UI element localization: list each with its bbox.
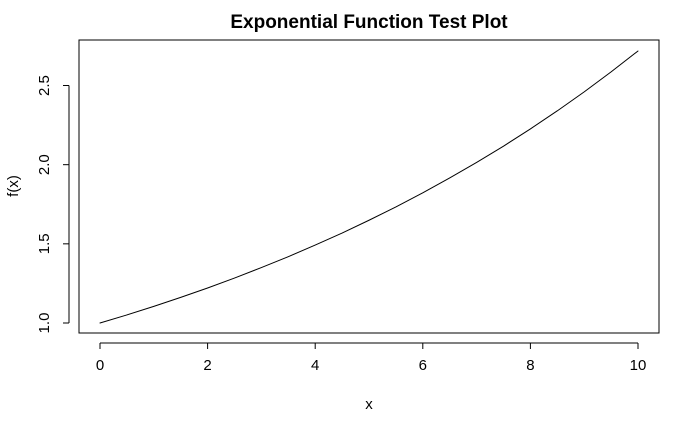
y-tick-label: 1.0 [36, 313, 53, 334]
x-tick-label: 2 [203, 357, 211, 374]
x-tick-label: 6 [419, 357, 427, 374]
x-tick-label: 4 [311, 357, 319, 374]
series-line [99, 50, 639, 324]
y-tick-label: 1.5 [36, 233, 53, 254]
x-axis-label: x [365, 396, 373, 413]
y-tick-label: 2.5 [36, 75, 53, 96]
y-axis: 1.0 1.5 2.0 2.5 [36, 75, 70, 334]
x-axis: 0 2 4 6 8 10 [96, 342, 647, 374]
chart-title: Exponential Function Test Plot [230, 12, 508, 33]
plot-frame [78, 39, 660, 334]
y-axis-label: f(x) [5, 175, 22, 197]
x-tick-label: 0 [96, 357, 104, 374]
series-group [99, 50, 639, 324]
x-tick-label: 8 [526, 357, 534, 374]
x-tick-label: 10 [630, 357, 647, 374]
y-tick-label: 2.0 [36, 154, 53, 175]
